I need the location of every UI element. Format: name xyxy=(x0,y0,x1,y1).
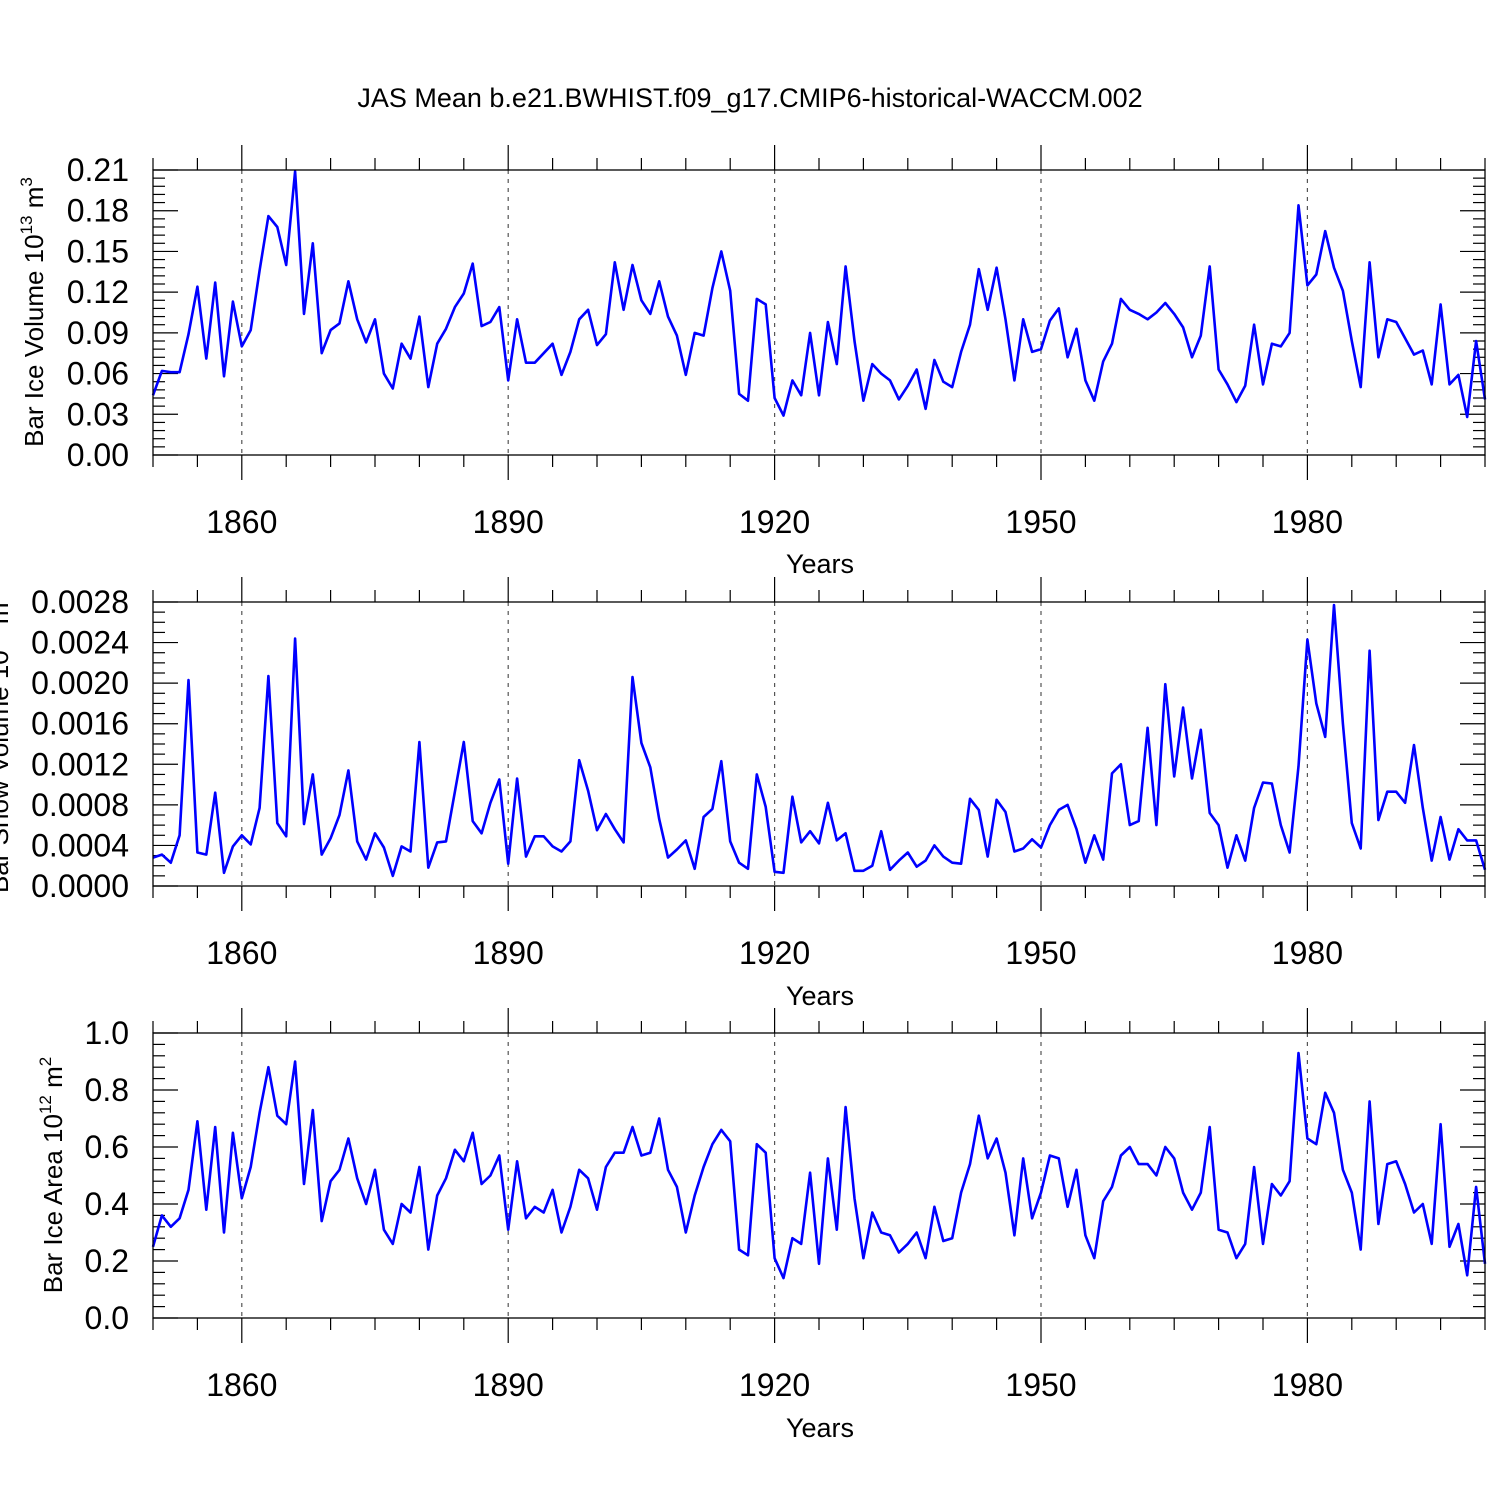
panel-ice-volume: 0.00 0.03 0.06 0.09 0.12 0.15 0.18 0.21 1860 189… xyxy=(17,145,1487,579)
panel-2-x-tick-label: 1890 xyxy=(473,935,544,971)
panel-2-x-tick-labels: 1860 1890 1920 1950 1980 xyxy=(206,935,1343,971)
panel-2-y-tick-label: 0.0016 xyxy=(31,706,129,742)
panel-3-x-tick-labels: 1860 1890 1920 1950 1980 xyxy=(206,1367,1343,1403)
panel-2-ylabel-unit: m xyxy=(0,602,14,624)
panel-3-x-tick-label: 1950 xyxy=(1005,1367,1076,1403)
panel-3-x-tick-label: 1920 xyxy=(739,1367,810,1403)
panel-1-frame xyxy=(152,169,1486,456)
panel-1-x-tick-labels: 1860 1890 1920 1950 1980 xyxy=(206,504,1343,540)
panel-1-reference-lines xyxy=(241,170,1309,455)
panel-3-y-tick-label: 0.4 xyxy=(85,1186,129,1222)
panel-1-y-tick-label: 0.03 xyxy=(67,396,129,432)
panel-2-y-axis-title: Bar Snow Volume 1013 m3 xyxy=(0,593,14,893)
panel-2-series-line xyxy=(152,603,1487,878)
panel-2-ylabel-exponent: 13 xyxy=(0,631,1,650)
panel-1-y-tick-label: 0.09 xyxy=(67,315,129,351)
panel-2-y-tick-label: 0.0024 xyxy=(31,625,129,661)
panel-1-y-axis-title: Bar Ice Volume 1013 m3 xyxy=(17,177,49,447)
panel-3-x-axis-title: Years xyxy=(786,1413,854,1443)
panel-3-y-tick-label: 0.6 xyxy=(85,1129,129,1165)
panel-1-ylabel-text: Bar Ice Volume 10 xyxy=(19,234,49,446)
panel-1-y-tick-labels: 0.00 0.03 0.06 0.09 0.12 0.15 0.18 0.21 xyxy=(67,152,129,473)
panel-1-ylabel-unit: m xyxy=(19,187,49,209)
panel-3-frame xyxy=(152,1032,1486,1319)
panel-1-x-axis-title: Years xyxy=(786,549,854,579)
panel-1-y-tick-label: 0.15 xyxy=(67,233,129,269)
panel-2-ylabel-text: Bar Snow Volume 10 xyxy=(0,650,14,893)
panel-3-x-tick-label: 1980 xyxy=(1272,1367,1343,1403)
panel-1-y-tick-label: 0.00 xyxy=(67,437,129,473)
panel-3-y-tick-label: 0.2 xyxy=(85,1243,129,1279)
panel-1-series-line xyxy=(151,170,1487,419)
panel-2-x-tick-label: 1980 xyxy=(1272,935,1343,971)
panel-3-x-tick-label: 1860 xyxy=(206,1367,277,1403)
panel-2-y-tick-label: 0.0000 xyxy=(31,868,129,904)
panel-2-frame xyxy=(152,601,1486,887)
figure-title: JAS Mean b.e21.BWHIST.f09_g17.CMIP6-hist… xyxy=(357,83,1142,113)
panel-1-x-tick-label: 1860 xyxy=(206,504,277,540)
panel-3-ylabel-unit: m xyxy=(38,1066,68,1088)
panel-3-series-line xyxy=(151,1051,1487,1280)
panel-3-y-axis-title: Bar Ice Area 1012 m2 xyxy=(36,1057,68,1294)
panel-3-y-tick-label: 0.8 xyxy=(85,1072,129,1108)
panel-2-y-tick-label: 0.0008 xyxy=(31,787,129,823)
panel-1-x-tick-label: 1980 xyxy=(1272,504,1343,540)
panel-1-x-tick-label: 1950 xyxy=(1005,504,1076,540)
panel-3-y-tick-label: 0.0 xyxy=(85,1300,129,1336)
panel-2-y-tick-label: 0.0020 xyxy=(31,665,129,701)
panel-2-y-tick-label: 0.0004 xyxy=(31,827,129,863)
panel-1-y-tick-label: 0.21 xyxy=(67,152,129,188)
panel-1-x-tick-label: 1920 xyxy=(739,504,810,540)
panel-2-x-tick-label: 1860 xyxy=(206,935,277,971)
panel-2-x-axis-title: Years xyxy=(786,981,854,1011)
panel-3-reference-lines xyxy=(241,1033,1309,1318)
panel-3-y-tick-label: 1.0 xyxy=(85,1015,129,1051)
panel-1-y-tick-label: 0.18 xyxy=(67,193,129,229)
panel-ice-area: 0.00.20.40.60.81.0 1860 1890 1920 1950 1980 … xyxy=(36,1008,1487,1443)
panel-3-y-tick-labels: 0.0 0.2 0.4 0.6 0.8 1.0 xyxy=(85,1015,129,1336)
panel-2-ylabel-unit-exponent: 3 xyxy=(0,593,1,602)
panel-snow-volume: 0.0000 0.0004 0.0008 0.0012 0.0016 0.0020 0.00… xyxy=(0,577,1487,1011)
panel-1-y-tick-label: 0.06 xyxy=(67,356,129,392)
panel-3-ylabel-text: Bar Ice Area 10 xyxy=(38,1114,68,1293)
panel-2-y-tick-label: 0.0028 xyxy=(31,584,129,620)
panel-1-x-tick-label: 1890 xyxy=(473,504,544,540)
panel-2-x-tick-label: 1920 xyxy=(739,935,810,971)
panel-1-ylabel-unit-exponent: 3 xyxy=(17,177,36,186)
panel-3-ylabel-exponent: 12 xyxy=(36,1095,55,1114)
panel-2-y-tick-label: 0.0012 xyxy=(31,746,129,782)
panel-3-ylabel-unit-exponent: 2 xyxy=(36,1057,55,1066)
panel-2-x-tick-label: 1950 xyxy=(1005,935,1076,971)
panel-3-x-tick-label: 1890 xyxy=(473,1367,544,1403)
panel-1-y-tick-label: 0.12 xyxy=(67,274,129,310)
panel-2-y-tick-labels: 0.0000 0.0004 0.0008 0.0012 0.0016 0.0020 0.00… xyxy=(31,584,129,904)
panel-1-ylabel-exponent: 13 xyxy=(17,215,36,234)
